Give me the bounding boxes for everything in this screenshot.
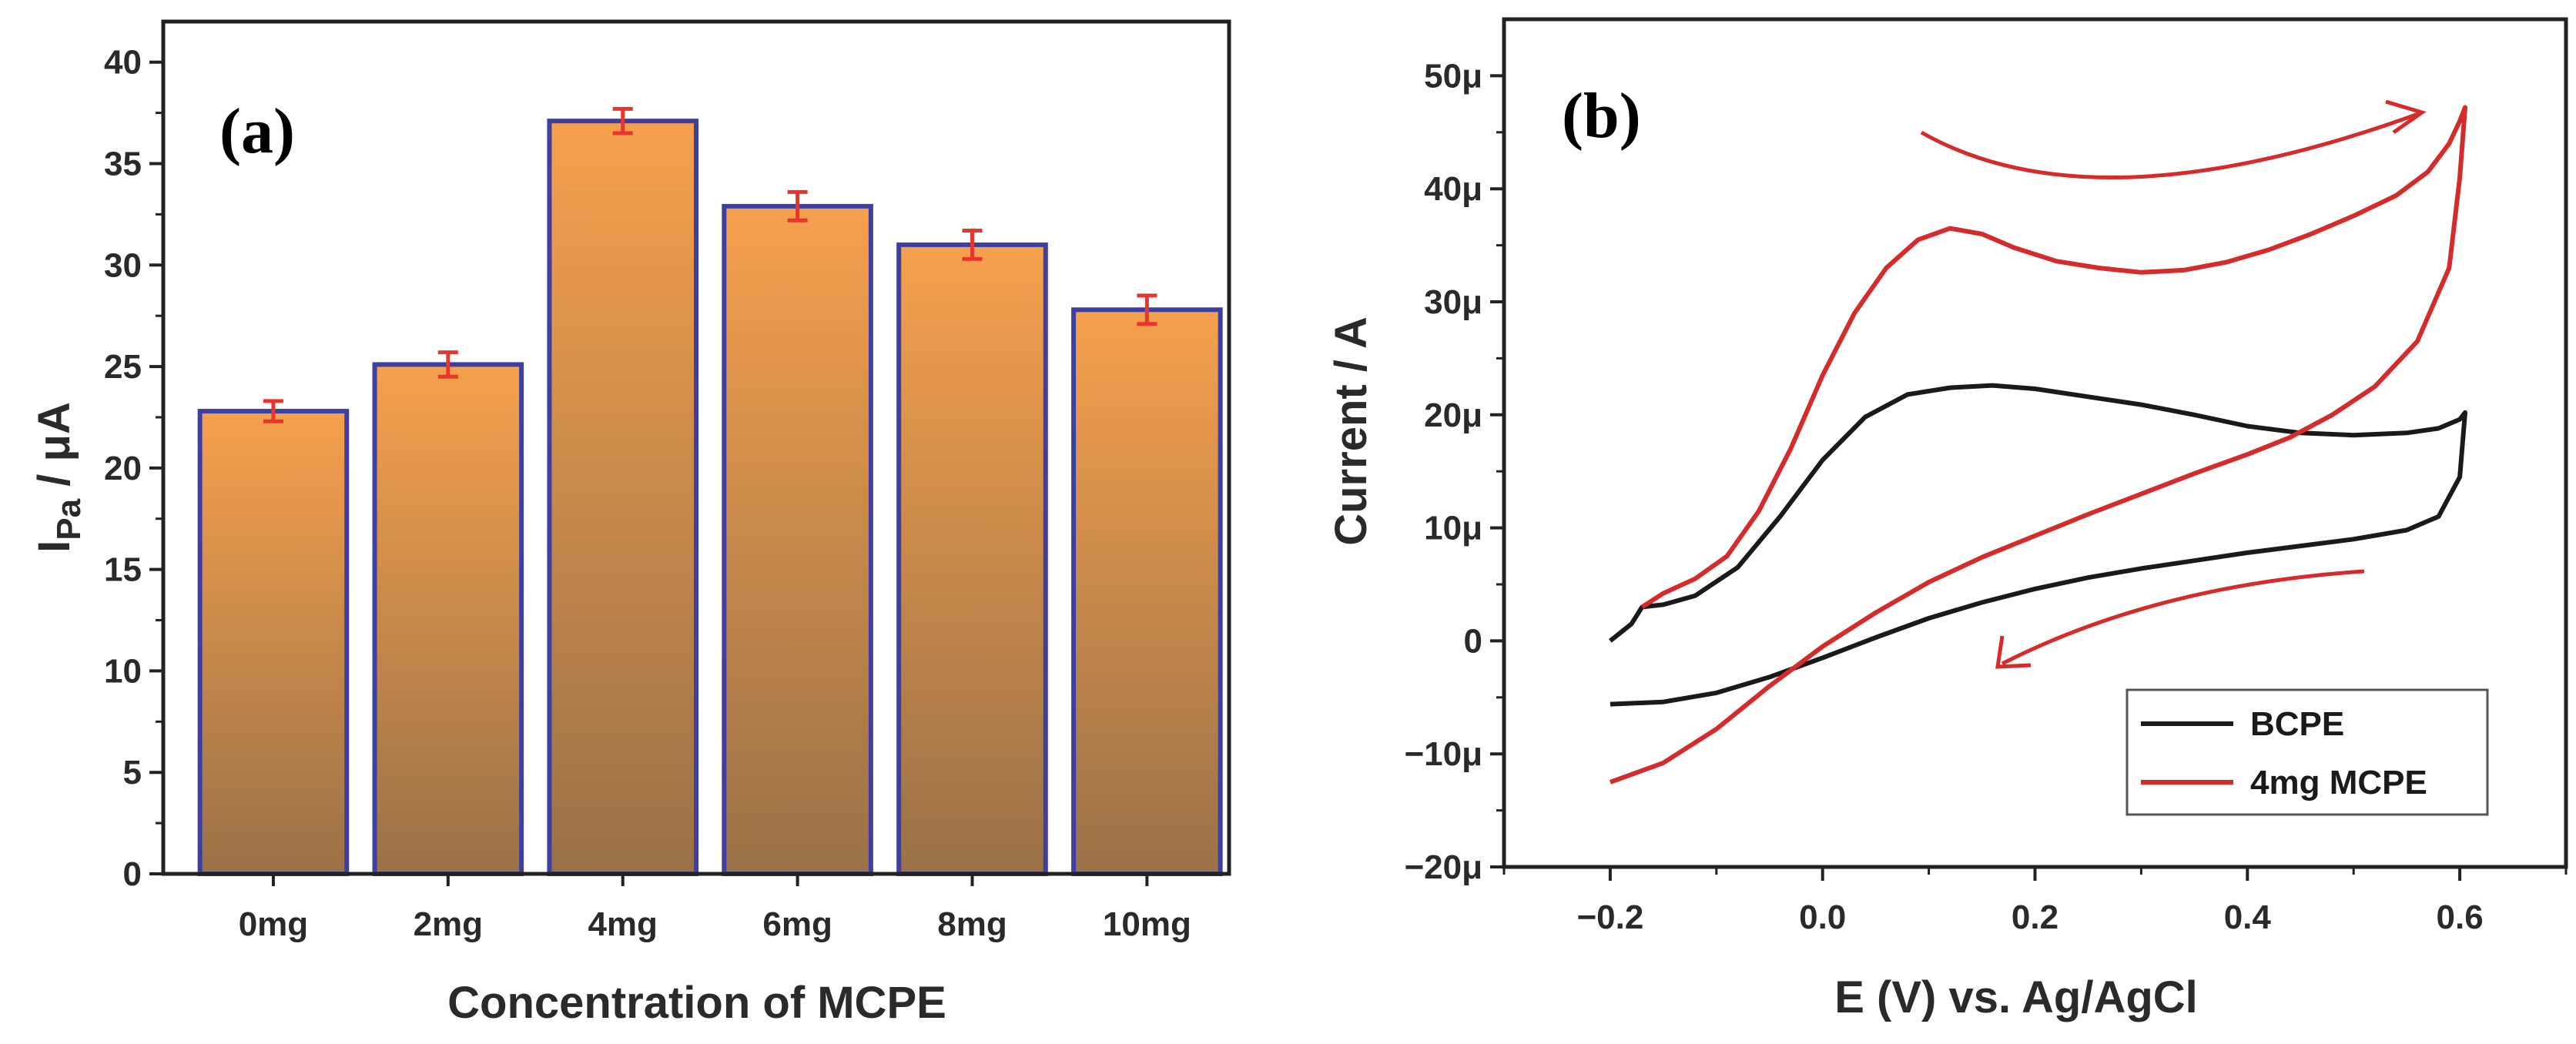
error-bar-10mg [1137,293,1157,326]
cv-series [1609,105,2467,785]
y-tick-label: 10 [104,652,142,690]
x-tick-label: 8mg [937,905,1007,943]
y-tick-label: 40 [104,44,142,82]
x-tick-label: 0.2 [2012,898,2058,936]
x-tick-label: 6mg [762,905,832,943]
legend: BCPE 4mg MCPE [2125,688,2489,816]
panel-label-b: (b) [1562,80,1641,152]
x-axis-ticks-a: 0mg 2mg 4mg 6mg 8mg 10mg [239,874,1191,943]
y-tick-label: 20 [104,450,142,487]
y-axis-ticks-a: 0 5 10 15 20 25 30 35 40 [104,44,163,893]
y-tick-label: 40μ [1424,170,1482,208]
y-tick-label: 25 [104,348,142,386]
legend-box [2125,688,2489,816]
x-tick-label: 2mg [414,905,483,943]
error-bar-2mg [437,350,458,379]
y-tick-label: 30 [104,246,142,284]
y-tick-label: −10μ [1404,735,1482,773]
scan-direction-arrow-reverse [2001,569,2365,666]
x-tick-label: 0.4 [2224,898,2272,936]
y-tick-label: 15 [104,551,142,589]
series-line-4mg-mcpe [1609,105,2467,785]
y-tick-label: 5 [123,754,142,791]
legend-label-4mg-mcpe: 4mg MCPE [2250,764,2427,801]
bar-6mg [722,203,873,877]
y-axis-ticks-b: −20μ −10μ 0 10μ 20μ 30μ 40μ 50μ [1404,57,1504,886]
y-tick-label: 50μ [1424,57,1482,95]
y-tick-label: 20μ [1424,397,1482,434]
y-tick-label: 35 [104,146,142,183]
bar-8mg [896,242,1048,876]
y-tick-label: 10μ [1424,510,1482,547]
legend-label-bcpe: BCPE [2250,705,2344,743]
y-tick-label: −20μ [1404,848,1482,886]
x-tick-label: 0.6 [2437,898,2484,936]
error-bar-6mg [787,189,808,223]
y-axis-title-subscript: Pa [50,498,88,540]
error-bar-series [263,106,1157,423]
x-tick-label: 10mg [1103,905,1191,943]
y-axis-title-a: IPa / μA [29,402,88,553]
scan-direction-arrowhead-forward [2385,99,2427,135]
scan-direction-arrow-forward [1920,112,2419,179]
x-axis-ticks-b: −0.2 0.0 0.2 0.4 0.6 [1502,867,2568,936]
y-axis-title-b: Current / A [1326,316,1376,546]
panel-label-a: (a) [219,95,295,167]
bar-10mg [1071,307,1223,876]
bar-series [197,119,1223,877]
bar-2mg [372,362,524,876]
error-bar-0mg [263,399,283,423]
error-bar-4mg [612,106,633,136]
y-tick-label: 0 [123,855,142,893]
plot-frame-a [161,19,1231,876]
x-tick-label: −0.2 [1576,898,1643,936]
y-axis-title-main: I [29,540,79,553]
x-tick-label: 4mg [588,905,657,943]
x-tick-label: 0mg [239,905,308,943]
bar-chart-panel: 0 5 10 15 20 25 30 35 40 0mg 2mg 4mg 6mg 8mg 10mg (a)… [29,19,1231,1028]
series-line-bcpe [1609,383,2467,707]
y-tick-label: 30μ [1424,283,1482,321]
bar-0mg [197,409,350,876]
y-tick-label: 0 [1464,622,1482,660]
bar-4mg [547,119,698,876]
error-bar-8mg [962,228,983,261]
y-axis-title-unit: / μA [29,402,79,499]
cv-chart-panel: −20μ −10μ 0 10μ 20μ 30μ 40μ 50μ −0.2 0.0 0.2 0.4 0.… [1326,17,2568,1022]
x-axis-title-b: E (V) vs. Ag/AgCl [1834,972,2198,1022]
scan-direction-arrowhead-reverse [1995,635,2032,669]
x-tick-label: 0.0 [1799,898,1846,936]
x-axis-title-a: Concentration of MCPE [447,978,946,1028]
